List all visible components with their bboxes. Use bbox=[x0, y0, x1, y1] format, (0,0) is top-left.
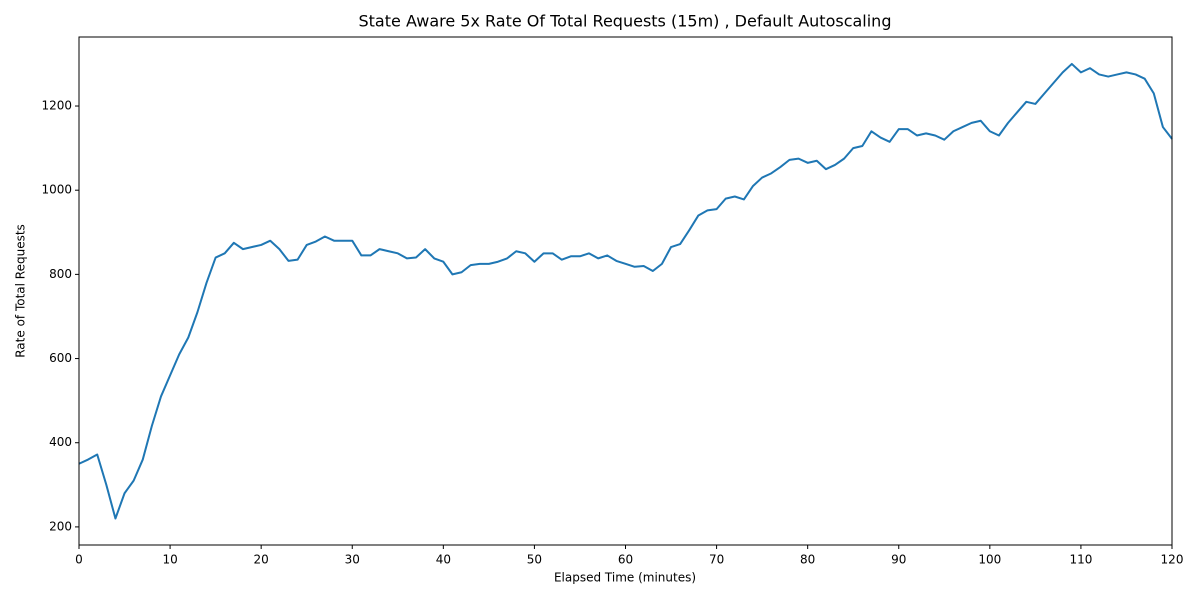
y-tick-label: 600 bbox=[49, 351, 72, 365]
data-line bbox=[78, 62, 1173, 520]
x-tick-label: 80 bbox=[800, 553, 815, 567]
x-tick-label: 20 bbox=[254, 553, 269, 567]
x-tick-label: 90 bbox=[891, 553, 906, 567]
x-tick-label: 40 bbox=[436, 553, 451, 567]
x-tick-label: 100 bbox=[978, 553, 1001, 567]
chart-title: State Aware 5x Rate Of Total Requests (1… bbox=[359, 12, 892, 31]
plot-frame bbox=[78, 36, 1173, 546]
x-tick-label: 50 bbox=[527, 553, 542, 567]
x-tick-label: 70 bbox=[709, 553, 724, 567]
x-tick-label: 0 bbox=[75, 553, 83, 567]
y-axis-label: Rate of Total Requests bbox=[14, 224, 28, 358]
x-tick-label: 30 bbox=[345, 553, 360, 567]
x-tick-label: 110 bbox=[1069, 553, 1092, 567]
x-axis-label: Elapsed Time (minutes) bbox=[554, 571, 696, 585]
y-tick-label: 400 bbox=[49, 435, 72, 449]
x-tick-label: 60 bbox=[618, 553, 633, 567]
y-tick-label: 800 bbox=[49, 267, 72, 281]
x-tick-label: 10 bbox=[162, 553, 177, 567]
y-tick-label: 200 bbox=[49, 519, 72, 533]
y-tick-label: 1200 bbox=[41, 99, 72, 113]
y-tick-label: 1000 bbox=[41, 183, 72, 197]
x-tick-label: 120 bbox=[1161, 553, 1184, 567]
